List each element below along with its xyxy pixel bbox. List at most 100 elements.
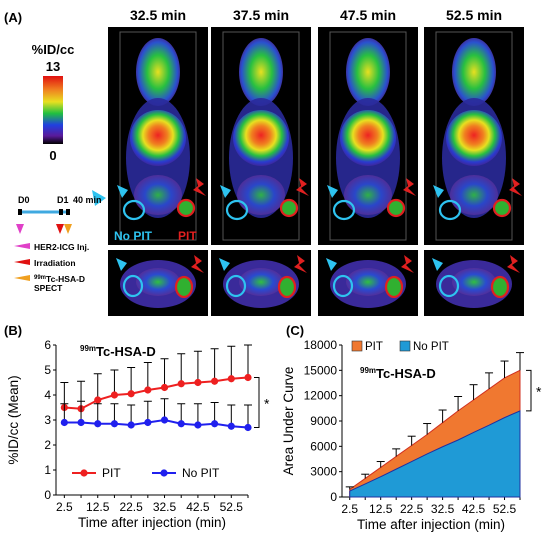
x-tick-label: 32.5 xyxy=(431,502,455,516)
series-line xyxy=(64,418,249,429)
data-point xyxy=(227,375,235,383)
data-point xyxy=(160,383,169,392)
data-point xyxy=(77,418,85,427)
no-pit-label: No PIT xyxy=(114,229,153,243)
axial-lightning-icon xyxy=(294,255,307,273)
x-tick-label: 2.5 xyxy=(56,500,73,514)
time-label: 37.5 min xyxy=(233,7,289,23)
timeline-d0: D0 xyxy=(18,195,30,205)
pit-tumor-roi xyxy=(176,198,196,218)
data-point xyxy=(194,421,202,429)
legend-text: 99mTc-HSA-D xyxy=(34,274,85,284)
pit-tumor-roi xyxy=(492,198,512,218)
lightning-icon xyxy=(296,178,309,196)
x-tick-label: 32.5 xyxy=(153,500,177,514)
x-tick-label: 2.5 xyxy=(341,502,358,516)
no-pit-tumor-roi xyxy=(332,199,356,221)
legend-swatch xyxy=(351,340,363,352)
timeline: D0 D1 40 min HER2-ICG Inj. Irradiation 99m… xyxy=(14,195,102,293)
data-point xyxy=(177,420,185,428)
x-tick-label: 12.5 xyxy=(86,500,110,514)
data-point xyxy=(144,386,152,394)
data-point xyxy=(211,420,219,428)
data-point xyxy=(127,390,135,398)
timeline-tick-40min xyxy=(66,209,70,215)
colorbar-min: 0 xyxy=(49,148,56,163)
colorbar-gradient xyxy=(43,76,63,144)
data-point xyxy=(244,423,252,432)
series-no-pit xyxy=(60,398,252,432)
timeline-tick-d1 xyxy=(59,209,63,215)
lower-abdomen xyxy=(344,175,392,215)
scan-column xyxy=(318,27,418,316)
y-tick-label: 0 xyxy=(44,488,51,502)
axial-pit-roi xyxy=(490,275,510,299)
y-axis-label: Area Under Curve xyxy=(281,367,296,476)
spect-marker-icon xyxy=(64,224,72,234)
legend-arrow-icon xyxy=(14,275,30,281)
y-tick-label: 1 xyxy=(44,463,51,477)
axial-organs xyxy=(346,268,390,296)
y-tick-label: 6000 xyxy=(310,439,337,453)
significance-star: * xyxy=(536,384,542,400)
legend-marker xyxy=(80,469,88,477)
irradiation-marker-icon xyxy=(56,224,64,234)
pit-label: PIT xyxy=(178,229,197,243)
injection-marker-icon xyxy=(16,224,24,234)
legend-marker xyxy=(160,469,168,477)
x-axis-label: Time after injection (min) xyxy=(357,517,505,532)
x-tick-label: 12.5 xyxy=(369,502,393,516)
chart-title-sup: 99m xyxy=(360,366,376,375)
scanner-frame xyxy=(222,31,300,241)
no-pit-arrow-icon xyxy=(433,185,444,198)
chart-title-main: Tc-HSA-D xyxy=(96,344,156,359)
scanner-frame xyxy=(435,31,513,241)
y-tick-label: 15000 xyxy=(304,363,338,377)
y-tick-label: 9000 xyxy=(310,414,337,428)
axial-pit-roi xyxy=(384,275,404,299)
head-region xyxy=(239,38,283,106)
axial-no-pit-arrow-icon xyxy=(116,258,127,271)
data-point xyxy=(127,421,135,429)
liver-hotspot xyxy=(233,110,289,166)
liver-hotspot xyxy=(130,110,186,166)
no-pit-arrow-icon xyxy=(220,185,231,198)
x-tick-label: 22.5 xyxy=(400,502,424,516)
legend-text-line2: SPECT xyxy=(34,283,63,293)
data-point xyxy=(144,418,152,427)
y-tick-label: 5 xyxy=(44,363,51,377)
x-axis-label: Time after injection (min) xyxy=(78,515,226,530)
legend-label: No PIT xyxy=(413,341,449,353)
axial-no-pit-roi xyxy=(332,274,354,298)
y-tick-label: 0 xyxy=(330,490,337,504)
axial-organs xyxy=(239,268,283,296)
axial-pit-roi xyxy=(174,275,194,299)
timeline-tick-d0 xyxy=(18,209,22,215)
lower-abdomen xyxy=(237,175,285,215)
data-point xyxy=(60,418,68,427)
x-tick-label: 22.5 xyxy=(119,500,143,514)
legend-swatch xyxy=(399,340,411,352)
data-point xyxy=(177,380,185,388)
legend-arrow-icon xyxy=(14,259,30,265)
scanner-frame xyxy=(329,31,407,241)
head-region xyxy=(136,38,180,106)
legend-sup: 99m xyxy=(34,275,46,281)
legend-arrow-icon xyxy=(14,243,30,249)
panel-label: (C) xyxy=(286,323,304,338)
y-tick-label: 6 xyxy=(44,338,51,352)
chart-title-sup: 99m xyxy=(80,344,96,353)
lower-abdomen xyxy=(134,175,182,215)
chart-title: 99mTc-HSA-D xyxy=(360,366,436,381)
significance-star: * xyxy=(264,396,270,412)
data-point xyxy=(110,391,119,399)
axial-no-pit-roi xyxy=(438,274,460,298)
significance-bracket xyxy=(526,369,532,412)
axial-no-pit-arrow-icon xyxy=(326,258,337,271)
scan-column xyxy=(424,27,524,316)
no-pit-tumor-roi xyxy=(225,199,249,221)
time-label: 52.5 min xyxy=(446,7,502,23)
